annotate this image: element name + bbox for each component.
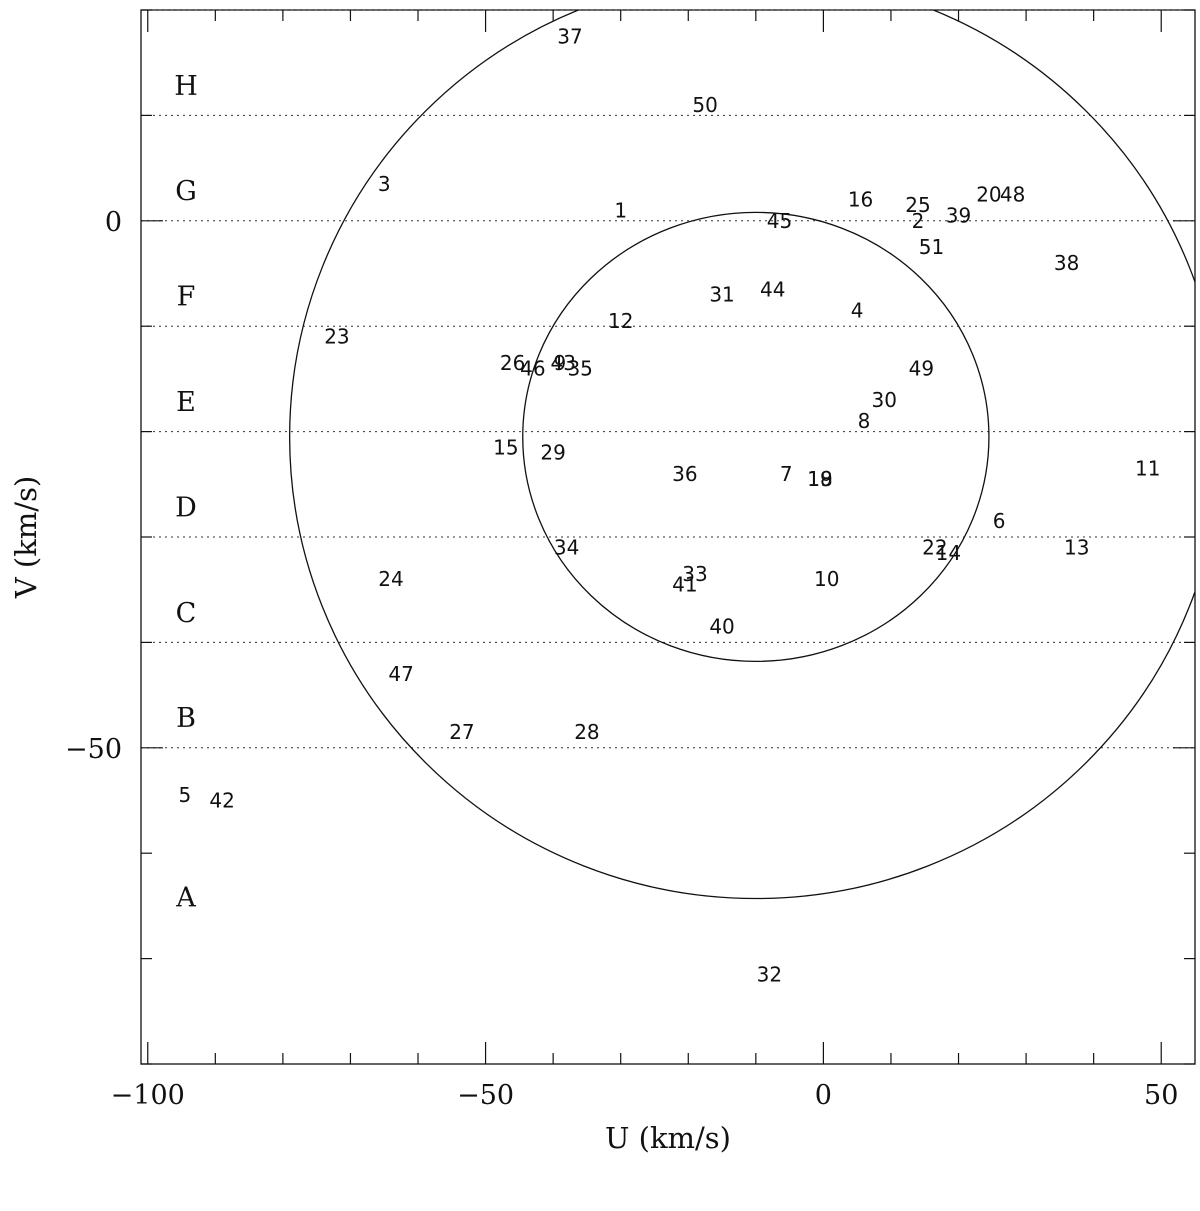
point-40: 40 bbox=[709, 615, 734, 639]
axis-ticks bbox=[141, 9, 1195, 1065]
y-axis-label: V (km/s) bbox=[9, 476, 43, 600]
point-41: 41 bbox=[672, 572, 697, 596]
point-28: 28 bbox=[574, 720, 599, 744]
point-44: 44 bbox=[760, 277, 785, 301]
band-label-C: C bbox=[176, 598, 197, 629]
point-32: 32 bbox=[757, 962, 782, 986]
point-39: 39 bbox=[946, 204, 971, 228]
point-30: 30 bbox=[871, 388, 896, 412]
point-49: 49 bbox=[909, 356, 934, 380]
point-23: 23 bbox=[324, 325, 349, 349]
axis-tick-labels: −100 −50 0 50 −50 0 bbox=[65, 207, 1178, 1111]
band-label-D: D bbox=[175, 492, 197, 523]
point-12: 12 bbox=[608, 309, 633, 333]
point-27: 27 bbox=[449, 720, 474, 744]
ellipses bbox=[289, 10, 1195, 900]
point-20: 20 bbox=[976, 182, 1001, 206]
point-3: 3 bbox=[378, 172, 391, 196]
outer-ellipse bbox=[289, 10, 1195, 900]
point-14: 14 bbox=[936, 541, 961, 565]
point-37: 37 bbox=[557, 24, 582, 48]
inner-ellipse bbox=[522, 211, 990, 663]
point-17: 17 bbox=[777, 1157, 802, 1181]
point-33: 33 bbox=[682, 562, 707, 586]
y-tick-label: −50 bbox=[65, 734, 122, 765]
band-label-G: G bbox=[175, 176, 197, 207]
point-18: 18 bbox=[807, 467, 832, 491]
point-22: 22 bbox=[922, 536, 947, 560]
point-45: 45 bbox=[767, 209, 792, 233]
x-tick-label: −50 bbox=[457, 1080, 514, 1111]
point-6: 6 bbox=[993, 509, 1006, 533]
point-51: 51 bbox=[919, 235, 944, 259]
band-label-H: H bbox=[174, 71, 198, 102]
x-tick-label: −100 bbox=[111, 1080, 185, 1111]
band-dividers bbox=[141, 9, 1195, 749]
point-8: 8 bbox=[858, 409, 871, 433]
point-36: 36 bbox=[672, 462, 697, 486]
band-label-F: F bbox=[177, 282, 196, 313]
point-35: 35 bbox=[567, 356, 592, 380]
point-15: 15 bbox=[493, 435, 518, 459]
point-16: 16 bbox=[848, 188, 873, 212]
point-10: 10 bbox=[814, 567, 839, 591]
point-31: 31 bbox=[709, 283, 734, 307]
point-5: 5 bbox=[179, 783, 192, 807]
x-tick-label: 50 bbox=[1144, 1080, 1178, 1111]
y-tick-label: 0 bbox=[105, 207, 122, 238]
x-axis-label: U (km/s) bbox=[605, 1121, 731, 1155]
point-50: 50 bbox=[692, 93, 717, 117]
point-34: 34 bbox=[554, 536, 579, 560]
point-43: 43 bbox=[551, 351, 576, 375]
point-26: 26 bbox=[500, 351, 525, 375]
point-7: 7 bbox=[780, 462, 793, 486]
point-38: 38 bbox=[1054, 251, 1079, 275]
band-label-A: A bbox=[175, 882, 196, 913]
point-19: 19 bbox=[807, 467, 832, 491]
point-47: 47 bbox=[388, 662, 413, 686]
point-24: 24 bbox=[378, 567, 403, 591]
point-25: 25 bbox=[905, 193, 930, 217]
point-29: 29 bbox=[540, 441, 565, 465]
point-42: 42 bbox=[209, 789, 234, 813]
point-46: 46 bbox=[520, 356, 545, 380]
point-13: 13 bbox=[1064, 536, 1089, 560]
point-1: 1 bbox=[614, 198, 627, 222]
point-4: 4 bbox=[851, 298, 864, 322]
point-48: 48 bbox=[1000, 182, 1025, 206]
band-labels: ABCDEFGHI bbox=[174, 71, 198, 914]
star-points: 1234567891011121314151617181920212223242… bbox=[179, 24, 1161, 1181]
x-tick-label: 0 bbox=[815, 1080, 832, 1111]
point-2: 2 bbox=[912, 209, 925, 233]
band-label-B: B bbox=[176, 703, 196, 734]
band-label-E: E bbox=[176, 387, 196, 418]
point-9: 9 bbox=[554, 351, 567, 375]
point-11: 11 bbox=[1135, 456, 1160, 480]
